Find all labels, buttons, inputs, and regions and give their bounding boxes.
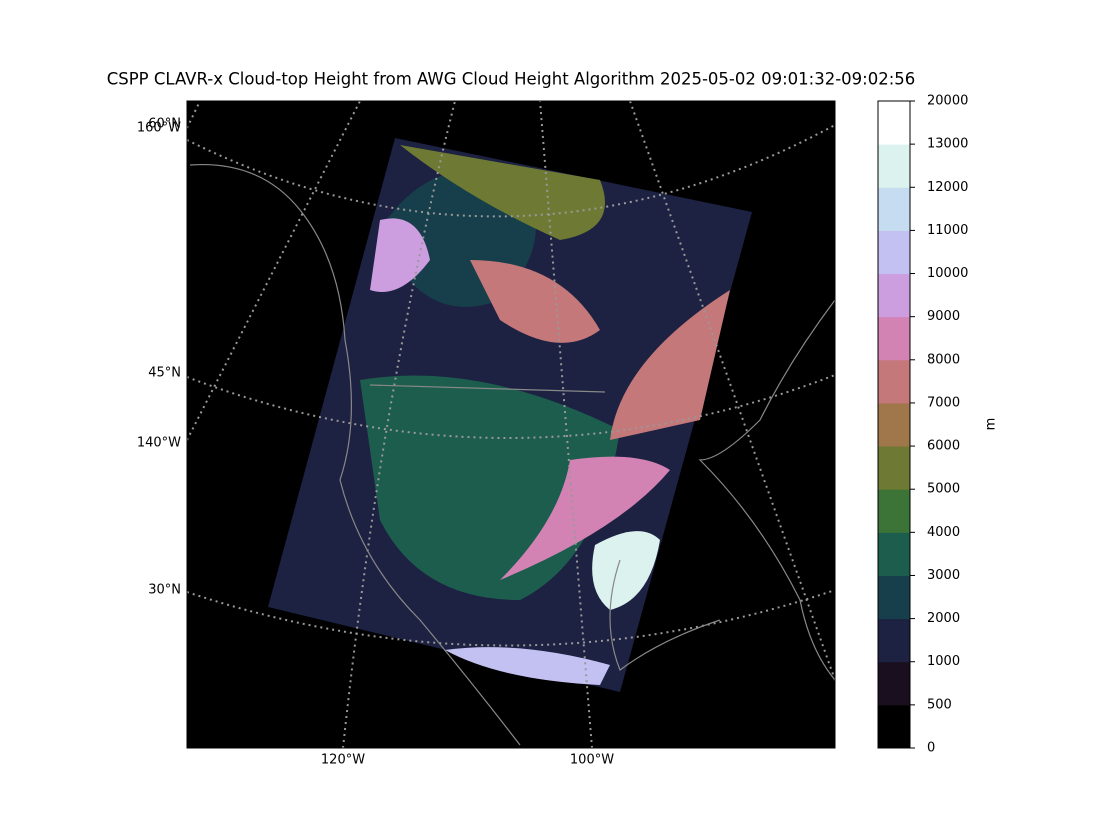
cloud	[400, 145, 605, 240]
colorbar-tick-label: 20000	[927, 94, 968, 109]
colorbar-segment	[878, 618, 910, 663]
colorbar-tick-label: 7000	[927, 395, 960, 410]
colorbar-tick-label: 11000	[927, 223, 968, 238]
cloud	[500, 456, 670, 580]
lon-label: 140°W	[137, 436, 181, 451]
coastline	[609, 559, 721, 671]
graticule	[187, 589, 835, 647]
cloud	[470, 260, 600, 343]
colorbar-tick-label: 0	[927, 741, 935, 756]
colorbar-segment	[878, 101, 910, 145]
colorbar-label: m	[984, 418, 999, 431]
map	[186, 100, 836, 749]
colorbar-segment	[878, 489, 910, 533]
coastline	[189, 163, 521, 746]
colorbar-tick-label: 2000	[927, 611, 960, 626]
colorbar-tick-label: 10000	[927, 266, 968, 281]
colorbar-tick-label: 12000	[927, 180, 968, 195]
lat-label: 30°N	[148, 583, 181, 598]
colorbar-segment	[878, 230, 910, 275]
lon-label: 160°W	[137, 121, 181, 136]
colorbar-segment	[878, 446, 910, 490]
colorbar-tick-label: 3000	[927, 568, 960, 583]
graticule	[187, 374, 835, 439]
colorbar-segment	[878, 661, 910, 706]
graticule	[187, 101, 201, 129]
colorbar-tick-label: 500	[927, 697, 952, 712]
colorbar-segment	[878, 144, 910, 188]
lat-label: 60°N	[148, 117, 181, 132]
lat-label: 45°N	[148, 366, 181, 381]
graticule	[629, 101, 835, 681]
cloud	[445, 647, 610, 685]
colorbar-tick-label: 4000	[927, 525, 960, 540]
lon-label: 100°W	[570, 753, 614, 768]
graticule	[342, 101, 456, 748]
coastline	[698, 299, 835, 681]
cloud	[610, 290, 730, 440]
colorbar-tick-label: 1000	[927, 654, 960, 669]
map-frame	[186, 100, 836, 749]
colorbar-segment	[878, 575, 910, 620]
lon-label: 120°W	[321, 753, 365, 768]
map-labels: 60°N 45°N 30°N 160°W 140°W 120°W 100°W	[137, 117, 614, 768]
colorbar-segment	[878, 273, 910, 318]
cloud	[370, 218, 430, 292]
colorbar-segment	[878, 316, 910, 361]
colorbar-segment	[878, 704, 910, 749]
colorbar-tick-label: 9000	[927, 309, 960, 324]
colorbar-frame	[877, 100, 911, 749]
border	[369, 384, 606, 393]
colorbar-segment	[878, 402, 910, 447]
colorbar-segment	[878, 187, 910, 231]
colorbar-tick-label: 8000	[927, 352, 960, 367]
colorbar-tick-label: 5000	[927, 482, 960, 497]
title: CSPP CLAVR-x Cloud-top Height from AWG C…	[107, 70, 916, 89]
graticule	[539, 101, 593, 748]
colorbar-segment	[878, 532, 910, 576]
colorbar: 0 500 1000 2000 3000 4000 5000 6000 7000 8000 9000…	[877, 94, 968, 756]
cloud	[592, 531, 660, 610]
colorbar-tick-label: 6000	[927, 439, 960, 454]
colorbar-tick-label: 13000	[927, 137, 968, 152]
colorbar-segment	[878, 359, 910, 404]
